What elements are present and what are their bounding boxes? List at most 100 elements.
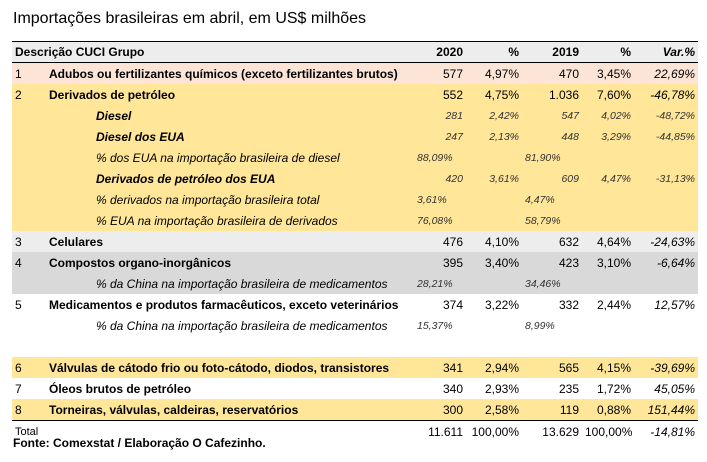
value-cell — [466, 189, 522, 210]
value-cell: 340 — [442, 381, 463, 396]
row-number: 4 — [15, 255, 22, 270]
header-row: Descrição CUCI Grupo 2020 % 2019 % Var.% — [12, 41, 698, 63]
value-cell: 300 — [442, 402, 463, 417]
value-cell: 3,45% — [596, 66, 631, 81]
value-cell: 4,97% — [484, 66, 519, 81]
row-number: 1 — [15, 66, 22, 81]
value-cell: 552 — [442, 87, 463, 102]
value-cell: 0,88% — [596, 402, 631, 417]
table-row: 1 Adubos ou fertilizantes químicos (excet… — [12, 62, 698, 84]
description: % EUA na importação brasileira de deriva… — [96, 213, 338, 228]
value-cell: 88,09% — [417, 151, 453, 164]
row-number: 5 — [15, 297, 22, 312]
value-cell: 4,47% — [601, 172, 631, 185]
value-cell: 341 — [442, 360, 463, 375]
value-cell: 7,60% — [596, 87, 631, 102]
table-row: 2 Derivados de petróleo 552 4,75% 1.036 7,60%… — [12, 84, 698, 105]
value-cell: 281 — [445, 109, 463, 122]
value-cell: 76,08% — [417, 214, 453, 227]
value-cell — [582, 189, 634, 210]
value-cell: -6,64% — [656, 255, 695, 270]
value-cell: 609 — [561, 172, 579, 185]
value-cell: 3,40% — [484, 255, 519, 270]
description: Válvulas de cátodo frio ou foto-cátodo, … — [49, 360, 390, 375]
table-row: Derivados de petróleo dos EUA 420 3,61% 609… — [12, 168, 698, 189]
value-cell — [634, 315, 698, 336]
value-cell: 3,61% — [489, 172, 519, 185]
value-cell: 4,47% — [525, 193, 555, 206]
description: Compostos organo-inorgânicos — [49, 255, 232, 270]
value-cell: 100,00% — [582, 420, 634, 442]
value-cell — [466, 147, 522, 168]
value-cell: 81,90% — [525, 151, 561, 164]
value-cell: 8,99% — [525, 319, 555, 332]
value-cell — [634, 273, 698, 294]
value-cell: 11.611 — [414, 420, 466, 442]
table-row: 3 Celulares 476 4,10% 632 4,64% -24,63% — [12, 231, 698, 252]
description: Medicamentos e produtos farmacêuticos, e… — [49, 297, 399, 312]
value-cell: 13.629 — [522, 420, 582, 442]
table-row: % EUA na importação brasileira de deriva… — [12, 210, 698, 231]
column-header: 2019 — [522, 41, 582, 63]
row-number — [12, 189, 46, 210]
value-cell: 374 — [442, 297, 463, 312]
table: Descrição CUCI Grupo 2020 % 2019 % Var.%… — [12, 41, 698, 442]
value-cell: -44,85% — [655, 130, 695, 143]
table-row: 8 Torneiras, válvulas, caldeiras, reserva… — [12, 399, 698, 421]
value-cell — [634, 189, 698, 210]
description: % da China na importação brasileira de m… — [96, 276, 388, 291]
row-number — [12, 126, 46, 147]
description: Derivados de petróleo — [49, 87, 176, 102]
column-header: % — [582, 41, 634, 63]
title: Importações brasileiras em abril, em US$… — [13, 10, 367, 27]
source: Fonte: Comexstat / Elaboração O Cafezinh… — [13, 436, 266, 450]
value-cell: 2,42% — [489, 109, 519, 122]
value-cell: 34,46% — [525, 277, 561, 290]
value-cell — [466, 315, 522, 336]
value-cell: 547 — [561, 109, 579, 122]
value-cell: 332 — [558, 297, 579, 312]
value-cell — [634, 210, 698, 231]
description: Torneiras, válvulas, caldeiras, reservat… — [49, 402, 299, 417]
value-cell — [582, 273, 634, 294]
value-cell: 470 — [558, 66, 579, 81]
value-cell: 15,37% — [417, 319, 453, 332]
value-cell — [582, 315, 634, 336]
description: Adubos ou fertilizantes químicos (exceto… — [49, 66, 398, 81]
value-cell: 22,69% — [654, 66, 695, 81]
value-cell: 3,10% — [596, 255, 631, 270]
spacer-row — [12, 336, 698, 357]
value-cell: 58,79% — [525, 214, 561, 227]
value-cell: 3,22% — [484, 297, 519, 312]
row-number — [12, 210, 46, 231]
description: Derivados de petróleo dos EUA — [96, 171, 276, 186]
value-cell: -46,78% — [650, 87, 695, 102]
table-row: % da China na importação brasileira de m… — [12, 273, 698, 294]
row-number: 8 — [15, 402, 22, 417]
value-cell: -24,63% — [650, 234, 695, 249]
value-cell: 119 — [559, 402, 579, 417]
value-cell: 2,58% — [484, 402, 519, 417]
value-cell: 420 — [445, 172, 463, 185]
value-cell: 247 — [445, 130, 463, 143]
value-cell: 423 — [558, 255, 579, 270]
row-number — [12, 273, 46, 294]
value-cell: 28,21% — [417, 277, 453, 290]
value-cell: -48,72% — [655, 109, 695, 122]
description: % dos EUA na importação brasileira de di… — [96, 150, 340, 165]
value-cell: 2,44% — [596, 297, 631, 312]
table-row: 5 Medicamentos e produtos farmacêuticos, … — [12, 294, 698, 315]
cell — [12, 336, 698, 357]
value-cell: 4,75% — [484, 87, 519, 102]
value-cell: 476 — [442, 234, 463, 249]
table-row: 6 Válvulas de cátodo frio ou foto-cátodo,… — [12, 357, 698, 378]
value-cell: 4,02% — [601, 109, 631, 122]
table-row: Diesel dos EUA 247 2,13% 448 3,29% -44,85% — [12, 126, 698, 147]
row-number — [12, 105, 46, 126]
value-cell: 235 — [558, 381, 579, 396]
description: Diesel — [96, 108, 132, 123]
column-header: 2020 — [414, 41, 466, 63]
value-cell: 1,72% — [596, 381, 631, 396]
value-cell: -31,13% — [655, 172, 695, 185]
